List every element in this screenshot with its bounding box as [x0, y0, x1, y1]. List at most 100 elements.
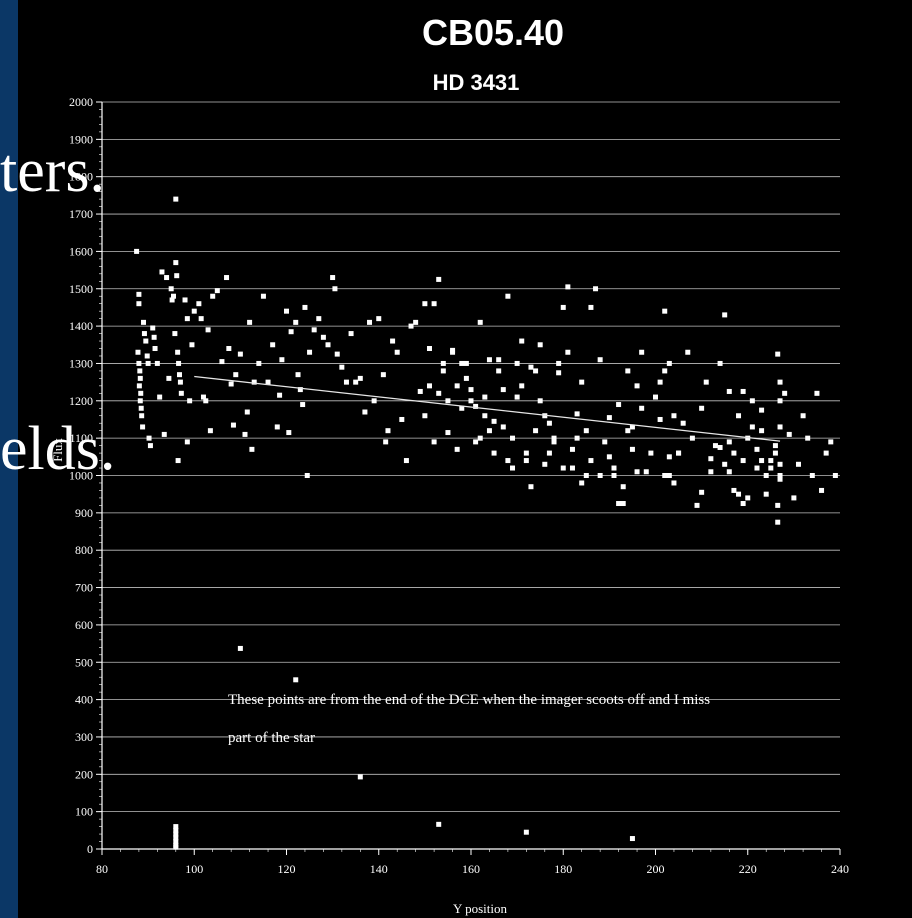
data-point	[569, 446, 575, 452]
data-point	[161, 431, 167, 437]
data-point	[436, 276, 442, 282]
y-tick-label: 500	[75, 655, 93, 669]
data-point	[173, 196, 179, 202]
data-point	[277, 392, 283, 398]
data-point	[786, 431, 792, 437]
data-point	[717, 444, 723, 450]
data-point	[302, 304, 308, 310]
data-point	[170, 293, 176, 299]
data-point	[556, 370, 562, 376]
data-point	[775, 351, 781, 357]
data-point	[606, 415, 612, 421]
data-point	[207, 428, 213, 434]
data-point	[450, 349, 456, 355]
data-point	[325, 342, 331, 348]
data-point	[137, 375, 143, 381]
data-point	[295, 372, 301, 378]
data-point	[537, 398, 543, 404]
x-tick-label: 80	[96, 862, 108, 876]
data-point	[759, 458, 765, 464]
data-point	[551, 435, 557, 441]
data-point	[611, 473, 617, 478]
data-point	[177, 379, 183, 385]
data-point	[620, 484, 626, 490]
data-point	[639, 349, 645, 355]
y-tick-label: 600	[75, 618, 93, 632]
data-point	[413, 319, 419, 325]
data-point	[169, 297, 175, 303]
data-point	[736, 413, 742, 419]
data-point	[244, 409, 250, 415]
data-point	[265, 379, 271, 385]
data-point	[763, 491, 769, 497]
y-tick-label: 700	[75, 581, 93, 595]
data-point	[304, 473, 310, 478]
outlier-point	[523, 829, 529, 835]
data-point	[445, 430, 451, 436]
data-point	[187, 398, 193, 404]
data-point	[173, 260, 179, 266]
data-point	[775, 519, 781, 525]
data-point	[680, 420, 686, 426]
data-point	[422, 413, 428, 419]
data-point	[745, 495, 751, 501]
data-point	[176, 360, 182, 366]
y-tick-label: 1200	[69, 394, 93, 408]
data-point	[819, 487, 825, 493]
data-point	[754, 465, 760, 471]
y-tick-label: 1800	[69, 170, 93, 184]
data-point	[184, 439, 190, 445]
data-point	[247, 319, 253, 325]
data-point	[560, 304, 566, 310]
y-tick-label: 300	[75, 730, 93, 744]
data-point	[712, 443, 718, 449]
data-point	[634, 383, 640, 389]
annotation-line-1: These points are from the end of the DCE…	[228, 692, 710, 708]
data-point	[210, 293, 216, 299]
data-point	[468, 387, 474, 393]
data-point	[320, 334, 326, 340]
data-point	[136, 360, 142, 366]
data-point	[777, 476, 783, 482]
data-point	[560, 465, 566, 471]
data-point	[426, 346, 432, 352]
data-point	[496, 357, 502, 363]
data-point	[791, 495, 797, 501]
data-point	[189, 342, 195, 348]
outlier-point	[173, 844, 179, 850]
data-point	[150, 325, 156, 331]
data-point	[145, 360, 151, 366]
data-point	[616, 402, 622, 408]
data-point	[422, 301, 428, 307]
outlier-point	[629, 836, 635, 842]
data-point	[634, 469, 640, 475]
data-point	[602, 439, 608, 445]
x-tick-label: 240	[831, 862, 849, 876]
data-point	[270, 342, 276, 348]
data-point	[157, 394, 163, 400]
data-point	[399, 416, 405, 422]
data-point	[625, 368, 631, 374]
data-point	[431, 301, 437, 307]
data-point	[777, 398, 783, 404]
data-point	[777, 424, 783, 430]
data-point	[491, 450, 497, 456]
data-point	[477, 435, 483, 441]
data-point	[546, 450, 552, 456]
data-point	[200, 394, 206, 400]
y-tick-label: 1700	[69, 207, 93, 221]
data-point	[224, 275, 230, 281]
data-point	[805, 435, 811, 441]
data-point	[777, 379, 783, 385]
data-point	[339, 364, 345, 370]
data-point	[288, 329, 294, 335]
data-point	[708, 469, 714, 475]
data-point	[574, 411, 580, 417]
data-point	[717, 360, 723, 366]
data-point	[144, 353, 150, 359]
data-point	[505, 458, 511, 464]
data-point	[510, 465, 516, 471]
data-point	[772, 443, 778, 449]
data-point	[519, 383, 525, 389]
y-tick-label: 400	[75, 693, 93, 707]
